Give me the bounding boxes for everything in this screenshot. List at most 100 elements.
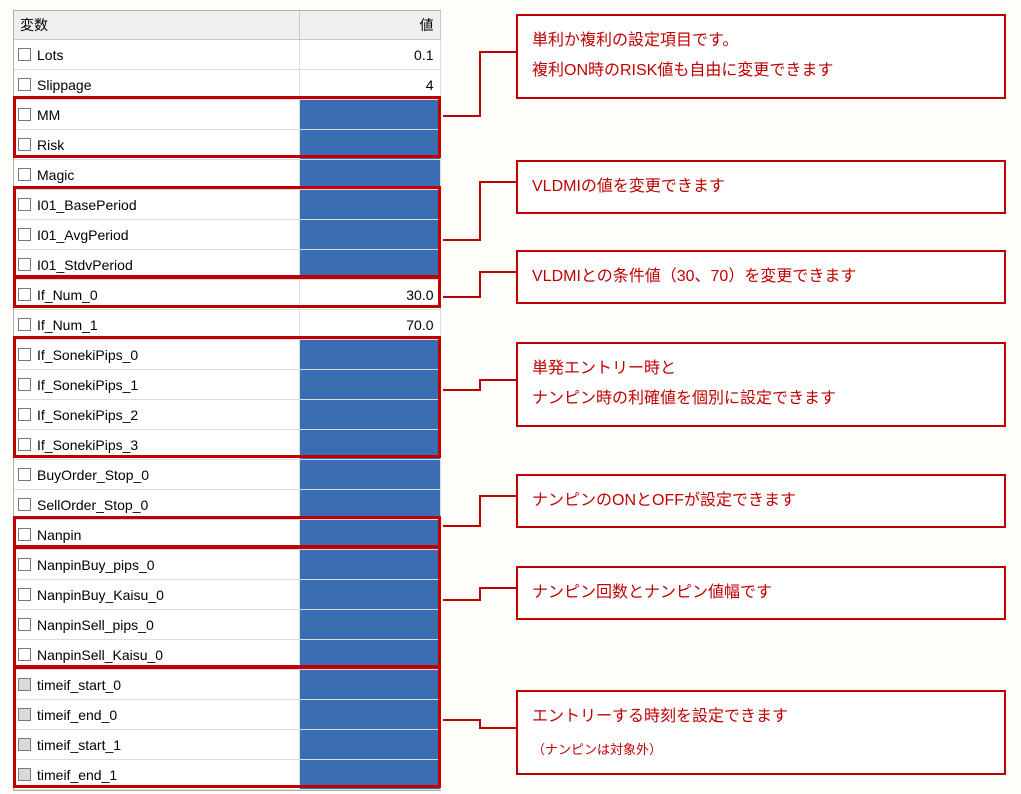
row-checkbox[interactable] — [18, 108, 31, 121]
param-value-cell[interactable] — [299, 730, 440, 760]
param-name-cell[interactable]: If_Num_1 — [14, 310, 299, 340]
param-name-cell[interactable]: Magic — [14, 160, 299, 190]
row-checkbox[interactable] — [18, 768, 31, 781]
row-checkbox[interactable] — [18, 678, 31, 691]
table-row[interactable]: I01_AvgPeriod — [14, 220, 440, 250]
param-name-cell[interactable]: MM — [14, 100, 299, 130]
table-row[interactable]: NanpinBuy_pips_0 — [14, 550, 440, 580]
row-checkbox[interactable] — [18, 378, 31, 391]
table-row[interactable]: If_Num_170.0 — [14, 310, 440, 340]
row-checkbox[interactable] — [18, 648, 31, 661]
param-name-cell[interactable]: NanpinSell_Kaisu_0 — [14, 640, 299, 670]
param-value-cell[interactable] — [299, 400, 440, 430]
col-header-value[interactable]: 値 — [299, 11, 440, 40]
param-name-cell[interactable]: Lots — [14, 40, 299, 70]
param-value-cell[interactable]: 70.0 — [299, 310, 440, 340]
row-checkbox[interactable] — [18, 438, 31, 451]
param-name-cell[interactable]: NanpinBuy_Kaisu_0 — [14, 580, 299, 610]
param-name-cell[interactable]: timeif_start_0 — [14, 670, 299, 700]
param-value-cell[interactable] — [299, 100, 440, 130]
row-checkbox[interactable] — [18, 348, 31, 361]
param-name-cell[interactable]: NanpinBuy_pips_0 — [14, 550, 299, 580]
table-row[interactable]: If_SonekiPips_2 — [14, 400, 440, 430]
table-row[interactable]: I01_BasePeriod — [14, 190, 440, 220]
param-value-cell[interactable] — [299, 520, 440, 550]
param-value-cell[interactable] — [299, 490, 440, 520]
row-checkbox[interactable] — [18, 228, 31, 241]
row-checkbox[interactable] — [18, 198, 31, 211]
param-name-cell[interactable]: SellOrder_Stop_0 — [14, 490, 299, 520]
table-row[interactable]: Lots0.1 — [14, 40, 440, 70]
table-row[interactable]: I01_StdvPeriod — [14, 250, 440, 280]
param-value-cell[interactable] — [299, 670, 440, 700]
row-checkbox[interactable] — [18, 78, 31, 91]
param-value-cell[interactable] — [299, 160, 440, 190]
param-value-cell[interactable] — [299, 760, 440, 790]
param-name-cell[interactable]: I01_StdvPeriod — [14, 250, 299, 280]
param-value-cell[interactable] — [299, 640, 440, 670]
table-row[interactable]: SellOrder_Stop_0 — [14, 490, 440, 520]
row-checkbox[interactable] — [18, 708, 31, 721]
table-row[interactable]: BuyOrder_Stop_0 — [14, 460, 440, 490]
param-name-cell[interactable]: Nanpin — [14, 520, 299, 550]
param-value-cell[interactable] — [299, 370, 440, 400]
param-value-cell[interactable] — [299, 220, 440, 250]
col-header-variable[interactable]: 変数 — [14, 11, 299, 40]
row-checkbox[interactable] — [18, 738, 31, 751]
param-value-cell[interactable]: 30.0 — [299, 280, 440, 310]
row-checkbox[interactable] — [18, 618, 31, 631]
table-row[interactable]: If_SonekiPips_1 — [14, 370, 440, 400]
table-row[interactable]: timeif_end_0 — [14, 700, 440, 730]
param-value-cell[interactable] — [299, 610, 440, 640]
param-value-cell[interactable] — [299, 700, 440, 730]
table-row[interactable]: Risk — [14, 130, 440, 160]
param-value-cell[interactable] — [299, 550, 440, 580]
row-checkbox[interactable] — [18, 468, 31, 481]
row-checkbox[interactable] — [18, 48, 31, 61]
table-row[interactable]: Nanpin — [14, 520, 440, 550]
param-name-cell[interactable]: Risk — [14, 130, 299, 160]
row-checkbox[interactable] — [18, 498, 31, 511]
param-value-cell[interactable] — [299, 460, 440, 490]
table-row[interactable]: timeif_end_1 — [14, 760, 440, 790]
row-checkbox[interactable] — [18, 138, 31, 151]
table-row[interactable]: timeif_start_0 — [14, 670, 440, 700]
param-name-cell[interactable]: If_SonekiPips_0 — [14, 340, 299, 370]
table-row[interactable]: NanpinSell_Kaisu_0 — [14, 640, 440, 670]
table-row[interactable]: MM — [14, 100, 440, 130]
row-checkbox[interactable] — [18, 318, 31, 331]
row-checkbox[interactable] — [18, 168, 31, 181]
row-checkbox[interactable] — [18, 258, 31, 271]
param-name-cell[interactable]: NanpinSell_pips_0 — [14, 610, 299, 640]
param-value-cell[interactable] — [299, 430, 440, 460]
param-value-cell[interactable] — [299, 190, 440, 220]
param-name-cell[interactable]: If_SonekiPips_1 — [14, 370, 299, 400]
row-checkbox[interactable] — [18, 528, 31, 541]
param-value-cell[interactable]: 0.1 — [299, 40, 440, 70]
param-name-cell[interactable]: timeif_end_0 — [14, 700, 299, 730]
row-checkbox[interactable] — [18, 588, 31, 601]
param-name-cell[interactable]: I01_BasePeriod — [14, 190, 299, 220]
param-name-cell[interactable]: If_Num_0 — [14, 280, 299, 310]
param-value-cell[interactable]: 4 — [299, 70, 440, 100]
table-row[interactable]: NanpinBuy_Kaisu_0 — [14, 580, 440, 610]
param-name-cell[interactable]: BuyOrder_Stop_0 — [14, 460, 299, 490]
row-checkbox[interactable] — [18, 288, 31, 301]
param-value-cell[interactable] — [299, 340, 440, 370]
param-name-cell[interactable]: timeif_end_1 — [14, 760, 299, 790]
param-name-cell[interactable]: I01_AvgPeriod — [14, 220, 299, 250]
table-row[interactable]: If_SonekiPips_0 — [14, 340, 440, 370]
param-value-cell[interactable] — [299, 130, 440, 160]
param-value-cell[interactable] — [299, 580, 440, 610]
table-row[interactable]: NanpinSell_pips_0 — [14, 610, 440, 640]
table-row[interactable]: Slippage4 — [14, 70, 440, 100]
row-checkbox[interactable] — [18, 558, 31, 571]
table-row[interactable]: If_SonekiPips_3 — [14, 430, 440, 460]
param-value-cell[interactable] — [299, 250, 440, 280]
param-name-cell[interactable]: If_SonekiPips_3 — [14, 430, 299, 460]
table-row[interactable]: If_Num_030.0 — [14, 280, 440, 310]
param-name-cell[interactable]: timeif_start_1 — [14, 730, 299, 760]
param-name-cell[interactable]: Slippage — [14, 70, 299, 100]
row-checkbox[interactable] — [18, 408, 31, 421]
param-name-cell[interactable]: If_SonekiPips_2 — [14, 400, 299, 430]
